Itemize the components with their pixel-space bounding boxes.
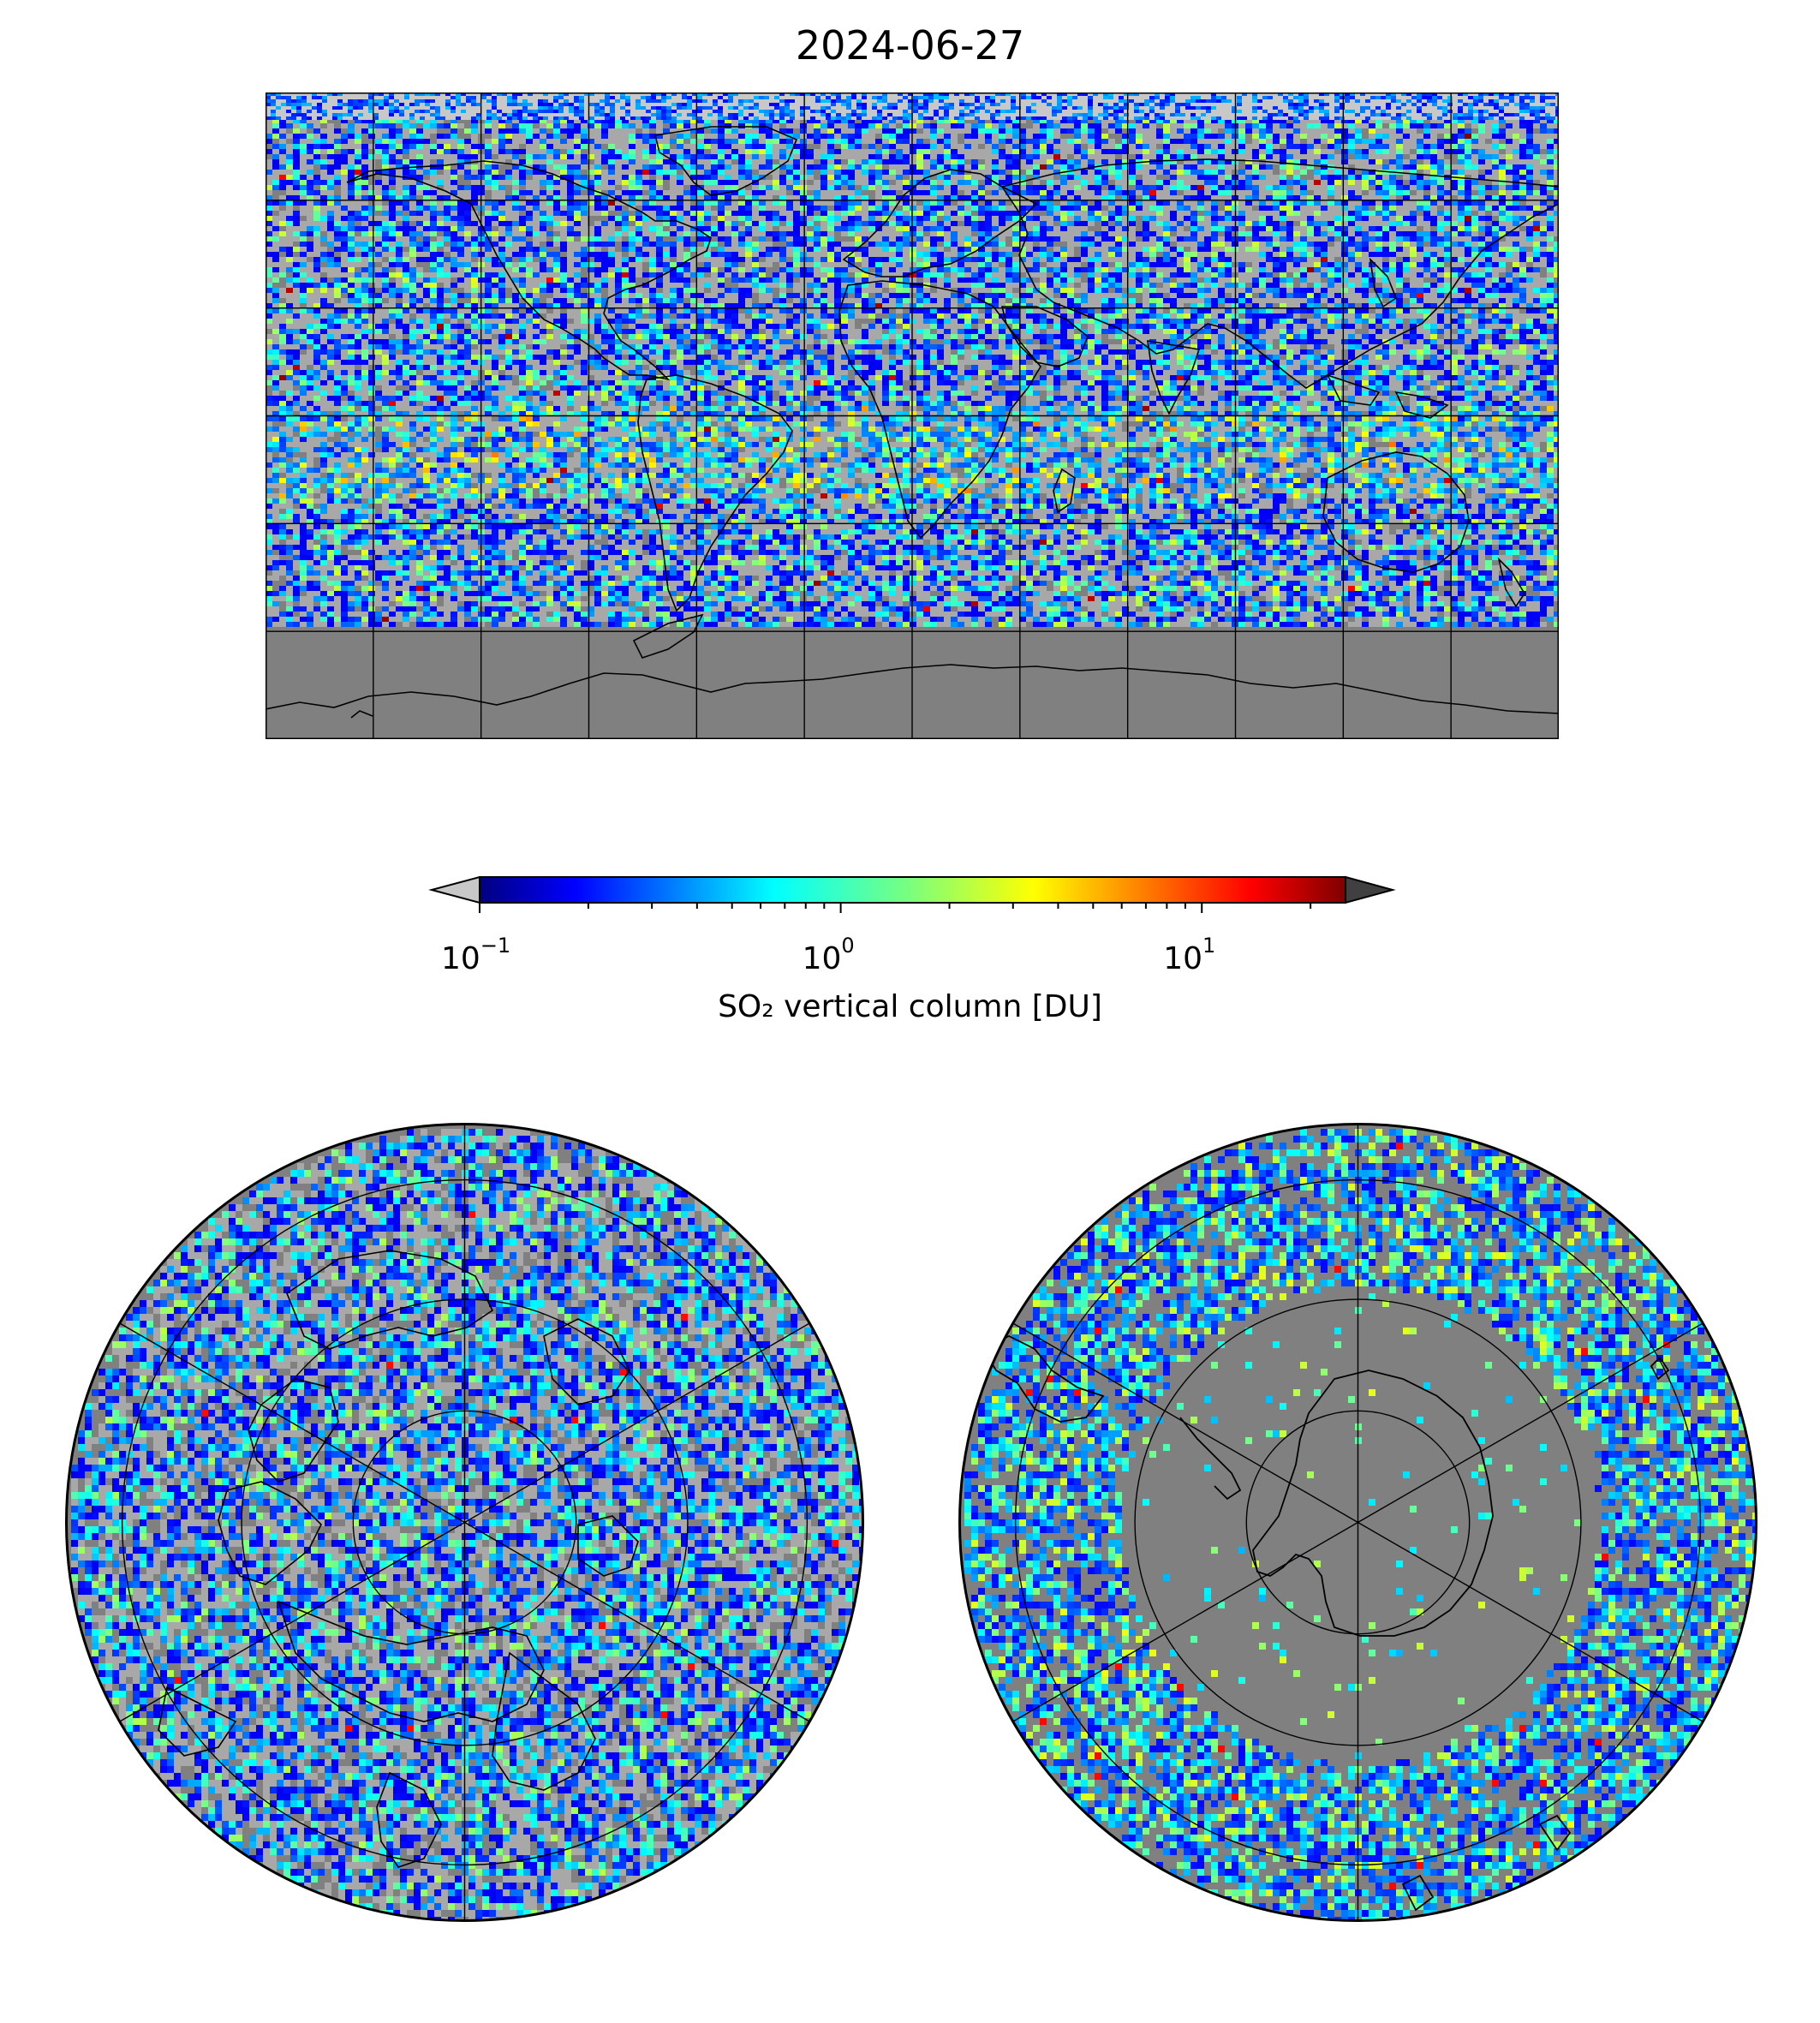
colorbar-tick-label-1: 100 — [803, 935, 855, 975]
colorbar-under-extend — [428, 875, 480, 904]
colorbar-gradient — [479, 876, 1346, 904]
antarctic-gridlines — [1012, 1124, 1704, 1921]
colorbar-tick-label-0: 10−1 — [441, 935, 510, 975]
colorbar-ticks — [479, 903, 1312, 913]
page-title: 2024-06-27 — [0, 26, 1820, 65]
arctic-map — [64, 1122, 865, 1923]
world-gridlines — [266, 92, 1559, 739]
antarctic-coastlines — [982, 1334, 1670, 1912]
world-map — [266, 92, 1559, 739]
antarctic-map — [958, 1122, 1758, 1923]
colorbar-label: SO₂ vertical column [DU] — [0, 992, 1820, 1023]
colorbar-tick-label-2: 101 — [1163, 935, 1215, 975]
world-coastlines — [266, 126, 1559, 719]
colorbar — [428, 872, 1396, 1000]
colorbar-over-extend — [1345, 875, 1396, 904]
arctic-frame-border — [65, 1123, 864, 1922]
antarctic-map-canvas — [958, 1123, 1757, 1922]
arctic-coastlines — [158, 1250, 639, 1868]
antarctic-so2-pixels — [964, 1129, 1757, 1921]
colorbar-canvas — [428, 875, 1396, 913]
world-map-canvas — [266, 92, 1559, 739]
arctic-gridlines — [119, 1124, 810, 1921]
antarctic-frame-border — [958, 1123, 1757, 1922]
world-so2-pixels — [266, 92, 1559, 627]
arctic-map-canvas — [65, 1123, 864, 1922]
